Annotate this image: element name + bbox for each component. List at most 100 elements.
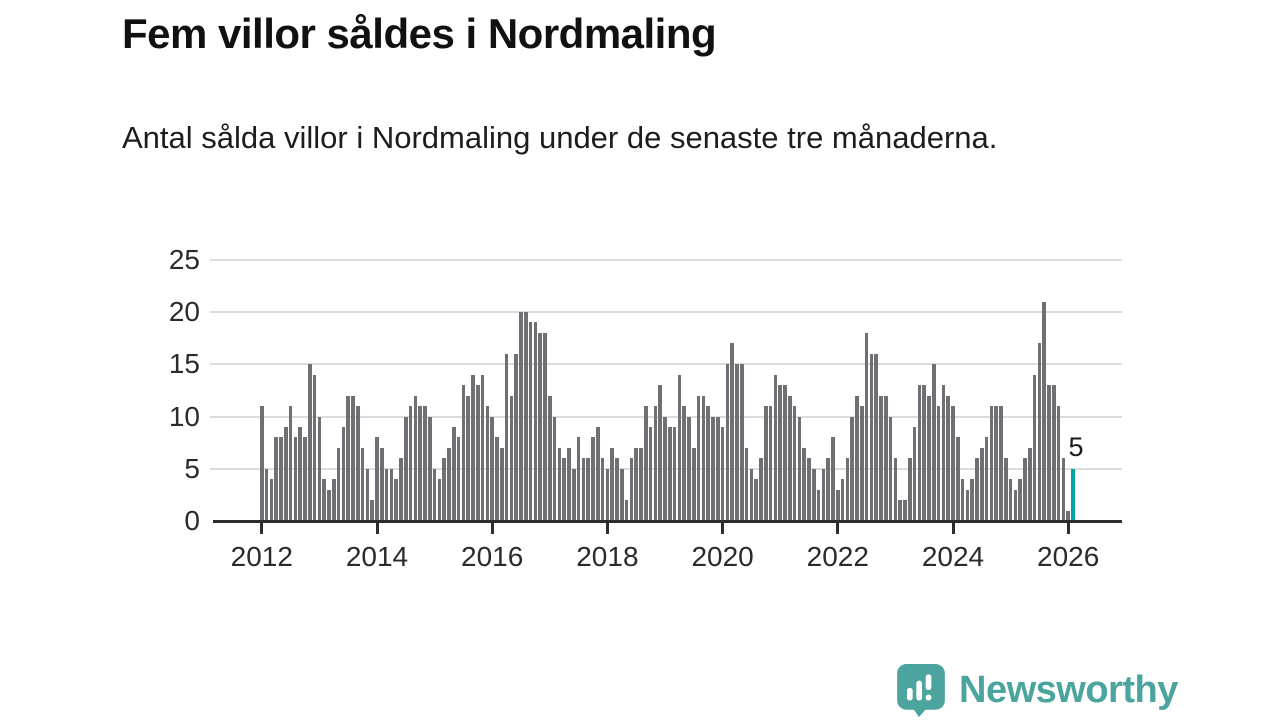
bar [394,479,398,521]
bar [855,395,859,521]
bar [576,437,581,521]
bar [994,406,998,521]
bar [1037,343,1042,521]
bar [754,479,758,521]
bar [437,479,442,521]
bar [428,416,432,521]
page-title: Fem villor såldes i Nordmaling [122,10,717,57]
bar [279,437,283,521]
bar [903,500,907,521]
bar [567,447,571,521]
bar [1013,489,1018,521]
bar [936,406,941,521]
bar [807,458,811,521]
bar [648,426,653,521]
bar [701,395,706,521]
bar [946,395,950,521]
bar [1008,479,1013,521]
bar [389,468,394,521]
bar [716,416,720,521]
bar [384,468,389,521]
bar [346,395,350,521]
bar [826,458,830,521]
bar [274,437,278,521]
bar [864,332,869,521]
bar [783,385,787,521]
bar [960,479,965,521]
bar [658,385,662,521]
bar [869,353,874,521]
bar [308,364,312,521]
bar [423,406,427,521]
bar [442,458,446,521]
bar [514,353,518,521]
bar [1023,458,1027,521]
bar [668,426,672,521]
x-axis-tick [490,523,494,534]
bar [476,385,480,521]
bar [528,322,533,521]
x-axis-tick-label: 2020 [691,541,754,572]
bar [375,437,379,521]
x-axis-tick [1066,523,1070,534]
bar [1056,406,1061,521]
bar [893,458,898,521]
bar [322,479,326,521]
bar [591,437,595,521]
x-axis-tick [375,523,379,534]
y-axis-tick-label: 20 [168,296,200,327]
bar [740,364,744,521]
bar [975,458,979,521]
bar [351,395,355,521]
x-axis-tick-label: 2024 [921,541,985,572]
x-axis-tick-label: 2022 [806,541,869,572]
bar [951,406,955,521]
bar [562,458,566,521]
bar [778,385,782,521]
bar [557,447,562,521]
bar [471,374,475,521]
bar [980,447,984,521]
bar [1028,447,1032,521]
bar [480,374,485,521]
bar [845,458,850,521]
bar [408,406,413,521]
bar [879,395,883,521]
bar [365,468,370,521]
bar [610,447,614,521]
bar [917,385,922,521]
last-value-label: 5 [1068,431,1084,462]
chart-subtitle: Antal sålda villor i Nordmaling under de… [122,120,998,155]
bar [413,395,418,521]
x-axis-tick-label: 2012 [230,541,293,572]
bar [999,406,1003,521]
bar [1032,374,1037,521]
bar [466,395,470,521]
bar [432,468,437,521]
bar [1047,385,1051,521]
bar [264,468,269,521]
x-axis-tick-label: 2018 [576,541,639,572]
bar [629,458,634,521]
bar [533,322,538,521]
bar [898,500,902,521]
gridline-y-15 [210,363,1122,366]
bar [327,489,331,521]
bar [797,416,802,521]
y-axis-tick-label: 25 [168,243,200,275]
bar [524,312,528,521]
y-axis-tick-label: 5 [184,452,200,484]
bar [682,406,686,521]
bar [927,395,931,521]
bar [1004,458,1008,521]
bar [615,458,619,521]
bar [836,489,840,521]
bar [284,426,288,521]
bar [860,406,864,521]
x-axis-tick [951,523,955,534]
bar [485,406,490,521]
bar [850,416,854,521]
bar [720,426,725,521]
bar-chart-speech-bubble-icon [896,663,946,717]
